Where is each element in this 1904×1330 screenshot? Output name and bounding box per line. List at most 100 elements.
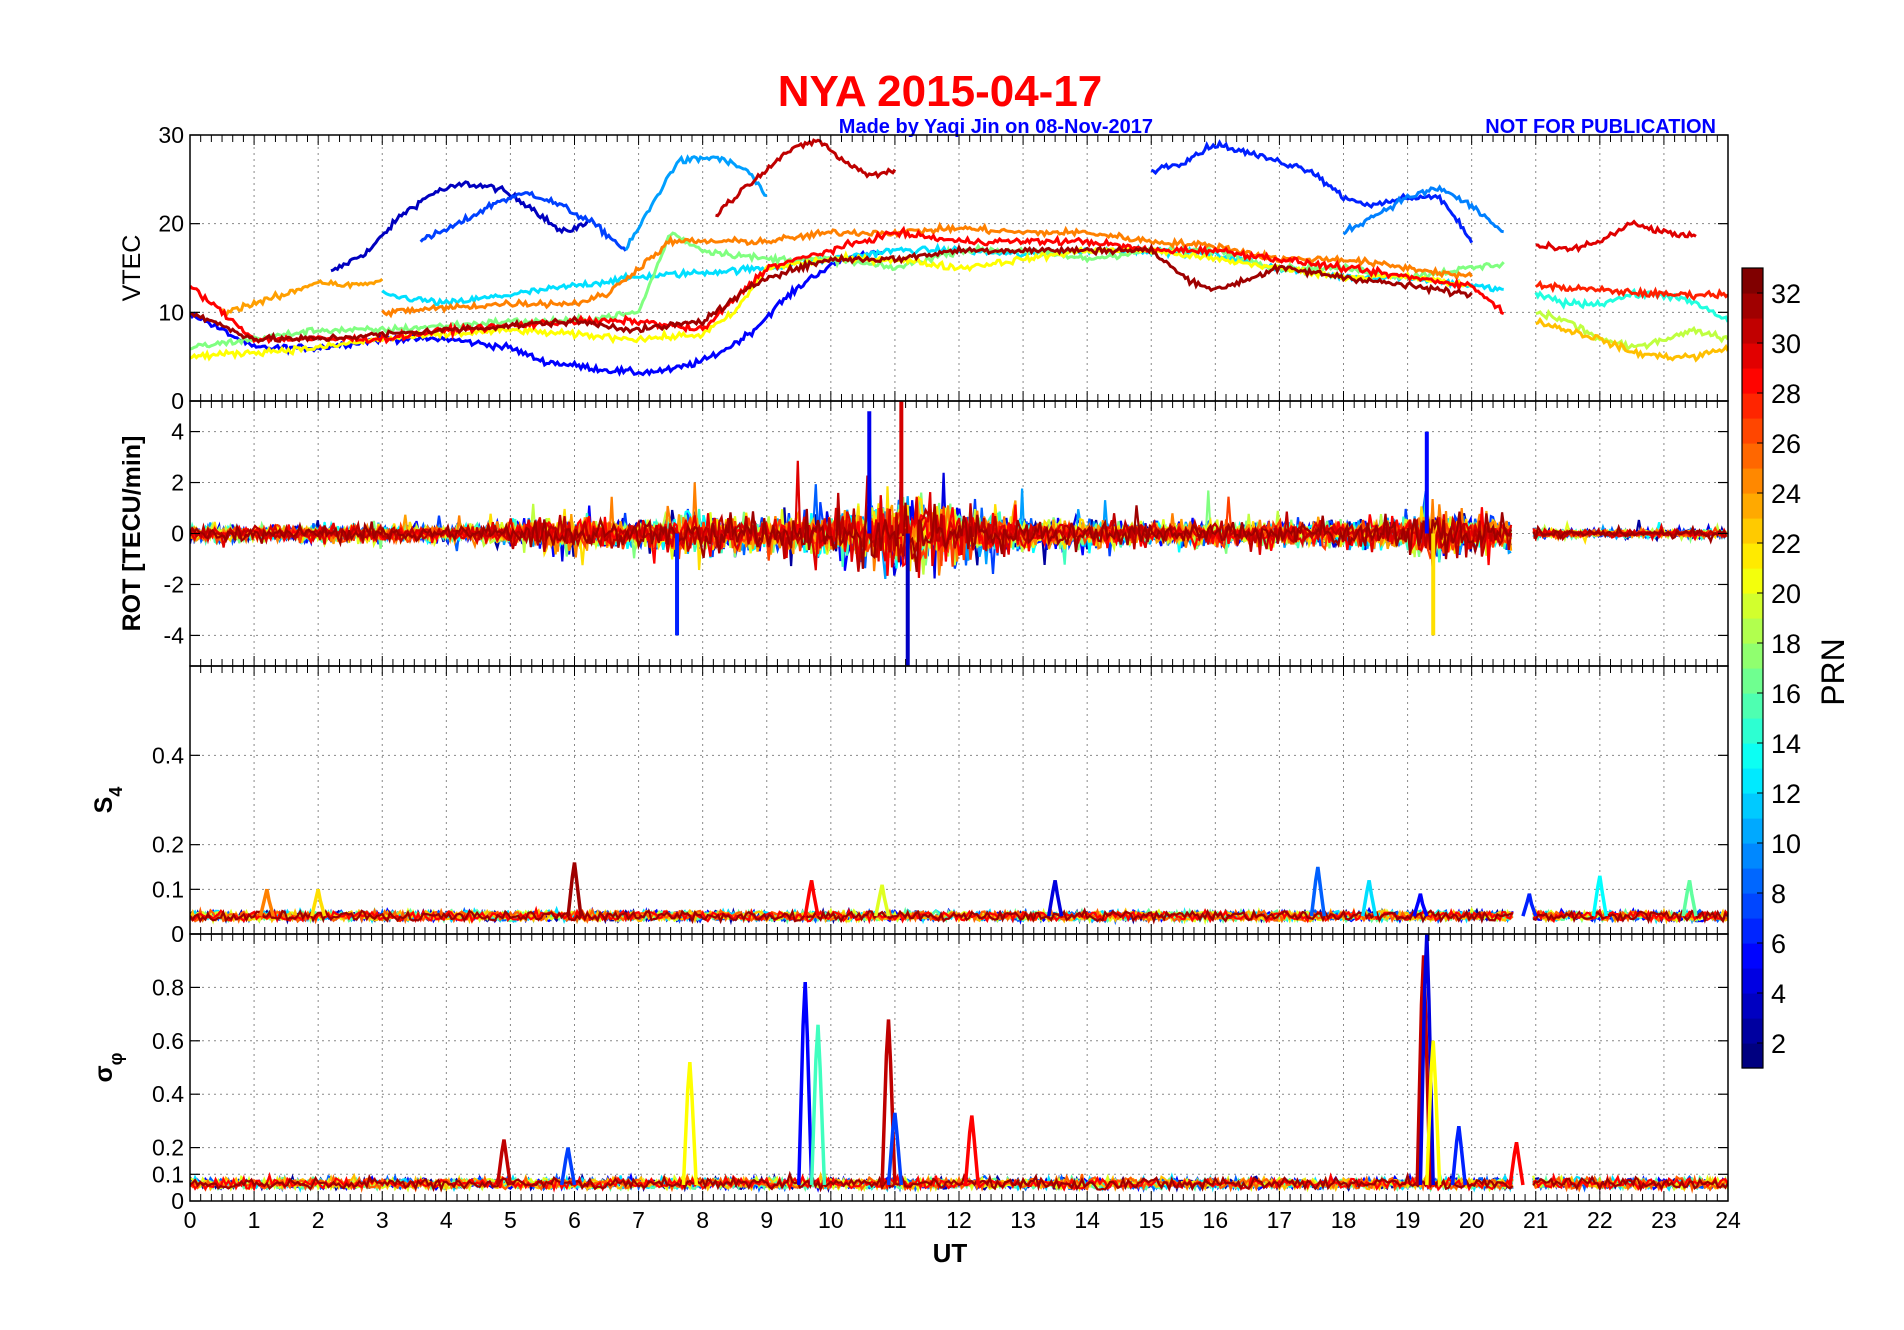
sigphi-peak [1415, 955, 1432, 1186]
x-tick-label: 20 [1459, 1207, 1485, 1233]
panel-s4: 0 0.1 0.2 0.4 S4 [90, 665, 1729, 947]
y-tick-label: -2 [164, 571, 184, 597]
colorbar-segment [1742, 868, 1763, 894]
credit-text: Made by Yaqi Jin on 08-Nov-2017 [839, 116, 1153, 138]
s4-peak [1681, 880, 1698, 917]
x-tick-label: 18 [1331, 1207, 1357, 1233]
y-tick-label: 0.4 [152, 1081, 184, 1107]
x-tick-label: 2 [312, 1207, 325, 1233]
colorbar-segment [1742, 468, 1763, 494]
colorbar-tick-label: 30 [1771, 329, 1801, 359]
colorbar-segment [1742, 393, 1763, 419]
y-tick-label: 10 [158, 299, 184, 325]
colorbar-segment [1742, 1043, 1763, 1069]
colorbar-segment [1742, 418, 1763, 444]
colorbar-tick-label: 26 [1771, 429, 1801, 459]
panel-plot-area [190, 862, 1728, 926]
colorbar-segment [1742, 643, 1763, 669]
colorbar-segment [1742, 343, 1763, 369]
chart-title: NYA 2015-04-17 [778, 67, 1103, 116]
vtec-series-prn-28 [1535, 279, 1728, 302]
y-tick-label: 20 [158, 211, 184, 237]
panel-rot: -4 -2 0 2 4 ROT [TECU/min] [118, 400, 1729, 667]
y-tick-label: 4 [171, 419, 184, 445]
y-tick-label: 0.1 [152, 1161, 184, 1187]
s4-peak [1360, 880, 1378, 917]
colorbar-segment [1742, 943, 1763, 969]
colorbar-tick-label: 10 [1771, 829, 1801, 859]
y-axis-label-main: σ [90, 1065, 118, 1082]
sigphi-peak [886, 1112, 904, 1186]
y-axis-label-sub: φ [106, 1052, 126, 1065]
sigphi-peak [1450, 1125, 1468, 1186]
colorbar-segment [1742, 518, 1763, 544]
x-tick-label: 21 [1523, 1207, 1549, 1233]
vtec-series-prn-9 [1342, 184, 1504, 236]
x-axis: 0 1 2 3 4 5 6 7 8 9 10 11 12 13 14 15 16 17 18 19 20 21 22 23 24 [184, 1207, 1741, 1233]
colorbar-segment [1742, 993, 1763, 1019]
x-axis-label: UT [933, 1238, 968, 1268]
s4-peak [258, 888, 275, 917]
sigphi-peak [495, 1139, 513, 1186]
x-tick-label: 13 [1010, 1207, 1036, 1233]
s4-peak [1521, 893, 1538, 917]
colorbar-tick-label: 8 [1771, 879, 1786, 909]
vtec-series-prn-30 [1535, 219, 1697, 254]
y-tick-label: 0.1 [152, 876, 184, 902]
y-tick-label: 0 [171, 388, 184, 414]
y-tick-label: 0.2 [152, 832, 184, 858]
colorbar-segment [1742, 593, 1763, 619]
colorbar-tick-label: 16 [1771, 679, 1801, 709]
colorbar-segment [1742, 743, 1763, 769]
vtec-series-prn-19 [1535, 308, 1728, 352]
colorbar-segment [1742, 543, 1763, 569]
sigphi-peak [1508, 1141, 1525, 1186]
colorbar-segment [1742, 843, 1763, 869]
sigphi-peak [809, 1024, 827, 1186]
colorbar-tick-label: 6 [1771, 929, 1786, 959]
colorbar-segment [1742, 568, 1763, 594]
colorbar-segment [1742, 918, 1763, 944]
y-tick-label: 30 [158, 122, 184, 148]
sigphi-peak [681, 1062, 699, 1186]
s4-peak [873, 884, 891, 917]
colorbar-label: PRN [1815, 638, 1851, 706]
colorbar-tick-label: 18 [1771, 629, 1801, 659]
y-axis-label: VTEC [118, 235, 146, 302]
x-tick-label: 19 [1395, 1207, 1421, 1233]
y-tick-label: -4 [164, 622, 185, 648]
colorbar-segment [1742, 368, 1763, 394]
x-tick-label: 1 [248, 1207, 261, 1233]
y-tick-label: 0.2 [152, 1135, 184, 1161]
colorbar-segment [1742, 268, 1763, 294]
vtec-series-prn-23 [1535, 316, 1728, 363]
colorbar-segment [1742, 443, 1763, 469]
colorbar-segment [1742, 693, 1763, 719]
panel-plot-area [190, 138, 1728, 377]
x-tick-label: 11 [883, 1207, 907, 1233]
vtec-series-prn-32 [190, 243, 1473, 344]
x-tick-label: 17 [1267, 1207, 1293, 1233]
x-tick-label: 24 [1715, 1207, 1741, 1233]
colorbar-tick-label: 20 [1771, 579, 1801, 609]
x-tick-label: 8 [696, 1207, 709, 1233]
panel-plot-area [190, 934, 1728, 1194]
vtec-series-prn-7 [419, 190, 628, 252]
colorbar-segment [1742, 893, 1763, 919]
colorbar-segment [1742, 318, 1763, 344]
colorbar-segment [1742, 718, 1763, 744]
x-tick-label: 4 [440, 1207, 453, 1233]
vtec-series-prn-29 [190, 225, 1505, 345]
panel-plot-area [190, 401, 1728, 666]
x-tick-label: 7 [632, 1207, 645, 1233]
colorbar-frame [1741, 267, 1764, 1069]
colorbar-segment [1742, 968, 1763, 994]
s4-peak [310, 888, 327, 917]
publication-notice: NOT FOR PUBLICATION [1485, 116, 1716, 138]
colorbar-tick-label: 2 [1771, 1029, 1786, 1059]
colorbar-segment [1742, 1018, 1763, 1044]
vtec-series-prn-3 [330, 180, 589, 273]
colorbar-segment [1742, 768, 1763, 794]
